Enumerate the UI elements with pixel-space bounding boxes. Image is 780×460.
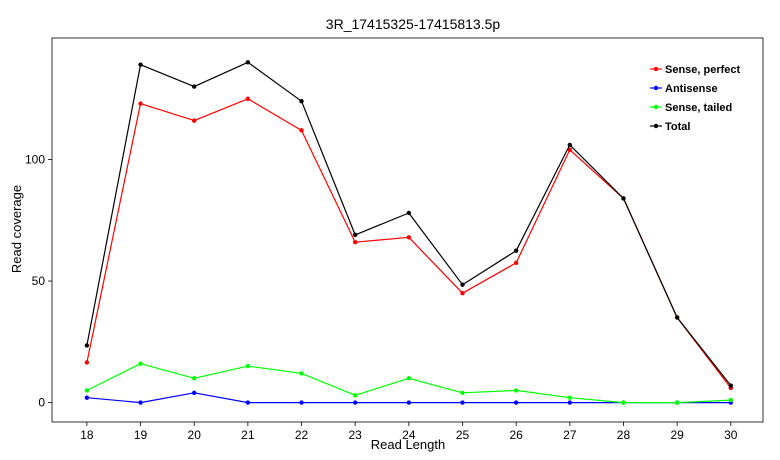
data-point-sense-tailed [245, 363, 251, 369]
x-axis-label: Read Length [371, 437, 445, 452]
data-point-sense-tailed [352, 393, 358, 398]
data-point-sense-tailed [567, 395, 573, 400]
data-point-sense-tailed [728, 397, 734, 403]
x-tick-label: 25 [456, 428, 470, 442]
x-tick-label: 27 [563, 428, 577, 442]
data-point-antisense [406, 400, 412, 405]
x-tick-label: 20 [188, 428, 202, 442]
plot-panel-border [51, 37, 764, 423]
data-point-total [621, 196, 626, 201]
x-axis: 18 19 20 21 22 23 24 25 26 27 28 29 30 [80, 422, 738, 442]
data-point-antisense [567, 400, 573, 405]
legend: Sense, perfect Antisense Sense, tailed Tota… [646, 58, 748, 140]
legend-background [646, 58, 748, 140]
data-point-total [138, 62, 143, 67]
data-point-sense-perfect [352, 239, 358, 245]
data-point-antisense [84, 395, 90, 400]
data-point-sense-perfect [245, 96, 251, 101]
data-point-sense-perfect [84, 360, 90, 365]
series-layer [84, 60, 734, 405]
data-point-sense-tailed [84, 388, 90, 393]
legend-swatch-point [653, 123, 659, 129]
data-point-antisense [352, 400, 358, 405]
data-point-sense-tailed [513, 388, 519, 393]
x-tick-label: 30 [724, 428, 738, 442]
data-point-sense-perfect [299, 128, 304, 133]
series-sense-tailed [84, 361, 734, 405]
x-tick-label: 22 [295, 428, 309, 442]
data-point-antisense [513, 400, 519, 405]
x-tick-label: 18 [80, 428, 94, 442]
data-point-sense-perfect [513, 260, 519, 266]
data-point-antisense [299, 400, 304, 405]
data-point-sense-tailed [674, 400, 680, 405]
x-tick-label: 24 [402, 428, 416, 442]
series-total [84, 60, 734, 388]
data-point-total [84, 343, 90, 348]
data-point-total [674, 315, 680, 320]
x-tick-label: 21 [241, 428, 255, 442]
data-point-sense-perfect [192, 118, 197, 123]
x-tick-label: 28 [617, 428, 631, 442]
data-point-antisense [245, 400, 251, 405]
data-point-total [513, 248, 519, 253]
y-axis-label: Read coverage [9, 185, 24, 273]
x-tick-label: 19 [134, 428, 148, 442]
legend-label: Total [665, 121, 690, 133]
x-tick-label: 29 [670, 428, 684, 442]
data-point-sense-tailed [621, 400, 626, 405]
data-point-total [460, 282, 465, 287]
data-point-total [567, 142, 573, 148]
data-point-antisense [138, 400, 143, 405]
data-point-sense-tailed [138, 361, 143, 366]
data-point-total [352, 232, 358, 238]
data-point-sense-tailed [460, 390, 465, 396]
y-axis: 0 50 100 [25, 153, 52, 410]
data-point-sense-perfect [138, 101, 143, 106]
data-point-sense-perfect [406, 235, 412, 240]
y-tick-label: 50 [32, 274, 46, 288]
data-point-antisense [192, 390, 197, 396]
legend-swatch-point [653, 66, 659, 72]
y-tick-label: 0 [38, 396, 45, 410]
y-tick-label: 100 [25, 153, 45, 167]
legend-label: Antisense [665, 83, 718, 95]
data-point-antisense [460, 400, 465, 405]
chart-title: 3R_17415325-17415813.5p [326, 16, 501, 32]
legend-swatch-point [653, 104, 659, 110]
legend-label: Sense, perfect [665, 64, 741, 76]
legend-swatch-point [653, 85, 659, 91]
data-point-sense-tailed [192, 376, 197, 381]
data-point-total [299, 98, 304, 104]
data-point-total [245, 60, 251, 65]
data-point-total [192, 84, 197, 89]
data-point-total [406, 210, 412, 216]
data-point-sense-tailed [406, 376, 412, 381]
legend-label: Sense, tailed [665, 102, 732, 114]
data-point-total [728, 383, 734, 388]
data-point-sense-perfect [460, 290, 465, 296]
data-point-sense-perfect [567, 147, 573, 152]
data-point-sense-tailed [299, 371, 304, 376]
x-tick-label: 23 [349, 428, 363, 442]
x-tick-label: 26 [509, 428, 523, 442]
